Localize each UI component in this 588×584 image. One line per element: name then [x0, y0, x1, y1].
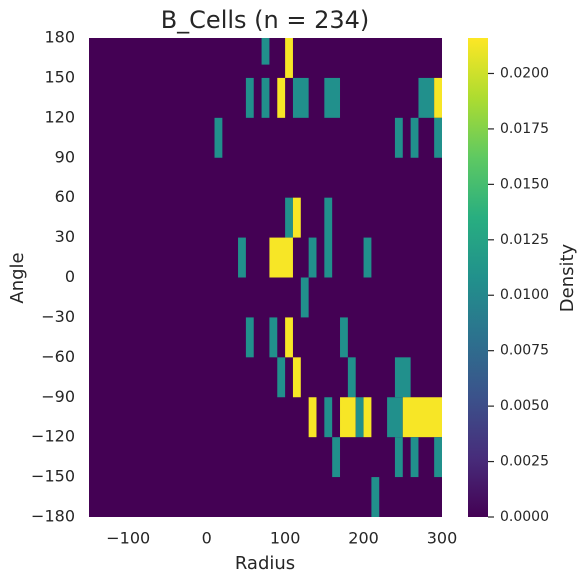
colorbar-tick-label: 0.0100	[500, 287, 549, 303]
heatmap-cell	[332, 437, 341, 478]
heatmap-cell	[238, 237, 246, 278]
heatmap-cell	[292, 77, 309, 118]
heatmap-cell	[410, 437, 419, 478]
heatmap-cell	[277, 357, 286, 398]
heatmap-cell	[418, 77, 435, 118]
x-tick-label: 300	[427, 529, 458, 548]
y-tick-label: 180	[44, 28, 75, 47]
colorbar-tick-label: 0.0125	[500, 232, 549, 248]
y-tick-label: 0	[65, 267, 75, 286]
y-tick-label: 150	[44, 67, 75, 86]
heatmap-cell	[410, 117, 419, 158]
heatmap-cell	[214, 117, 223, 158]
heatmap-cell	[277, 77, 286, 118]
y-axis-label: Angle	[7, 252, 28, 303]
heatmap-cell	[394, 357, 411, 398]
heatmap-cell	[245, 317, 254, 358]
heatmap-cell	[434, 437, 442, 478]
plot-background	[89, 38, 442, 517]
heatmap-cell	[324, 397, 333, 438]
colorbar-tick-label: 0.0175	[500, 121, 549, 137]
heatmap-cell	[285, 197, 293, 238]
y-tick-label: −30	[41, 307, 75, 326]
heatmap-cell	[363, 237, 372, 278]
heatmap-cell	[285, 38, 293, 78]
x-tick-label: −100	[106, 529, 150, 548]
colorbar	[468, 38, 488, 517]
heatmap-cell	[324, 77, 341, 118]
heatmap-cell	[434, 77, 442, 118]
x-tick-label: 200	[348, 529, 379, 548]
colorbar-tick-label: 0.0075	[500, 343, 549, 359]
y-tick-label: −120	[31, 427, 75, 446]
heatmap-cell	[261, 38, 270, 65]
heatmap-cell	[269, 237, 293, 278]
x-tick-label: 100	[270, 529, 301, 548]
heatmap-cell	[308, 237, 317, 278]
heatmap-cell	[371, 477, 380, 517]
y-tick-label: 90	[55, 147, 75, 166]
heatmap-cell	[261, 77, 270, 118]
heatmap-cell	[363, 397, 372, 438]
x-axis-label: Radius	[235, 553, 295, 574]
y-tick-label: 120	[44, 107, 75, 126]
y-tick-label: −180	[31, 507, 75, 526]
heatmap-cell	[347, 357, 356, 398]
heatmap-cell	[269, 317, 278, 358]
x-tick-label: 0	[202, 529, 212, 548]
heatmap-cell	[285, 317, 293, 358]
heatmap-cell	[324, 197, 333, 278]
heatmap-cell	[292, 357, 301, 398]
chart-title: B_Cells (n = 234)	[161, 6, 370, 34]
heatmap-cell	[340, 317, 348, 358]
y-tick-label: −150	[31, 467, 75, 486]
heatmap-cell	[434, 117, 442, 158]
heatmap-cell	[402, 397, 442, 438]
heatmap-cell	[387, 397, 403, 438]
heatmap-cell	[300, 277, 309, 318]
colorbar-tick-label: 0.0200	[500, 65, 549, 81]
colorbar-tick-label: 0.0025	[500, 454, 549, 470]
colorbar-label: Density	[557, 243, 578, 312]
heatmap-cell	[245, 77, 254, 118]
heatmap-cell	[355, 397, 364, 438]
y-tick-label: 30	[55, 227, 75, 246]
heatmap-cell	[308, 397, 317, 438]
colorbar-tick-label: 0.0150	[500, 176, 549, 192]
y-tick-label: 60	[55, 187, 75, 206]
y-tick-label: −60	[41, 347, 75, 366]
y-tick-label: −90	[41, 387, 75, 406]
heatmap-cell	[394, 117, 403, 158]
heatmap-cell	[340, 397, 356, 438]
colorbar-tick-label: 0.0000	[500, 509, 549, 525]
colorbar-tick-label: 0.0050	[500, 398, 549, 414]
heatmap-cell	[292, 197, 301, 238]
heatmap-cell	[394, 437, 403, 478]
